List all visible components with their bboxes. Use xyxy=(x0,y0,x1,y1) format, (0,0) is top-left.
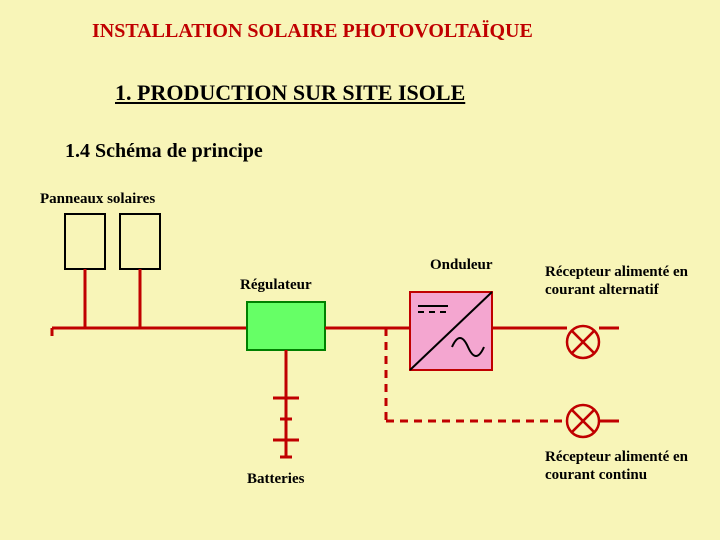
batteries-label: Batteries xyxy=(247,470,304,488)
page-title: INSTALLATION SOLAIRE PHOTOVOLTAÏQUE xyxy=(92,20,533,43)
dc-load-label: Récepteur alimenté encourant continu xyxy=(545,448,688,484)
ac-load-label: Récepteur alimenté encourant alternatif xyxy=(545,263,688,299)
section-heading: 1. PRODUCTION SUR SITE ISOLE xyxy=(115,80,465,106)
subsection-heading: 1.4 Schéma de principe xyxy=(65,140,263,163)
regulator-label: Régulateur xyxy=(240,276,312,294)
inverter-label: Onduleur xyxy=(430,256,493,274)
panels-label: Panneaux solaires xyxy=(40,190,155,208)
